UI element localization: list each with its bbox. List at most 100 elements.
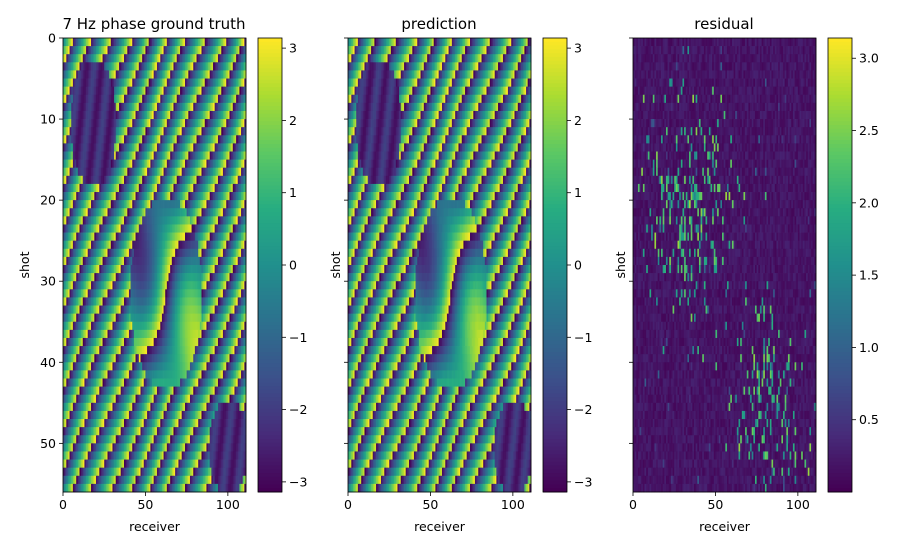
heatmap-cell [132, 127, 135, 136]
heatmap-cell [152, 86, 155, 96]
heatmap-cell [128, 167, 131, 177]
heatmap-cell [208, 119, 211, 128]
heatmap-cell [219, 54, 222, 63]
heatmap-cell [147, 94, 150, 104]
heatmap-cell [158, 183, 161, 193]
heatmap-cell [133, 54, 136, 63]
heatmap-cell [81, 159, 84, 169]
heatmap-cell [132, 200, 135, 209]
heatmap-cell [142, 38, 145, 47]
heatmap-cell [153, 70, 156, 79]
heatmap-cell [114, 78, 117, 87]
heatmap-cell [72, 224, 75, 233]
heatmap-cell [189, 159, 192, 169]
heatmap-cell [114, 135, 117, 144]
heatmap-cell [77, 159, 80, 169]
heatmap-cell [127, 110, 130, 120]
heatmap-cell [234, 38, 237, 47]
heatmap-cell [115, 110, 118, 120]
heatmap-cell [168, 192, 171, 201]
heatmap-cell [122, 143, 125, 152]
heatmap-cell [125, 224, 128, 233]
heatmap-cell [104, 94, 107, 104]
heatmap-cell [198, 127, 201, 136]
heatmap-cell [133, 216, 136, 225]
heatmap-cell [152, 143, 155, 152]
heatmap-cell [92, 192, 95, 201]
heatmap-cell [140, 159, 143, 169]
heatmap-cell [165, 224, 168, 233]
heatmap-cell [241, 151, 244, 160]
heatmap-cell [160, 151, 163, 160]
heatmap-cell [183, 183, 186, 193]
heatmap-cell [147, 167, 150, 177]
heatmap-cell [244, 208, 247, 217]
heatmap-cell [63, 110, 65, 120]
heatmap-cell [206, 200, 209, 209]
heatmap-cell [173, 167, 176, 177]
heatmap-cell [122, 110, 125, 120]
heatmap-cell [104, 151, 107, 160]
heatmap-cell [109, 167, 112, 177]
heatmap-cell [117, 216, 120, 225]
heatmap-cell [74, 94, 77, 104]
heatmap-cell [76, 119, 79, 128]
heatmap-cell [105, 151, 108, 160]
heatmap-cell [191, 151, 194, 160]
heatmap-cell [152, 216, 155, 225]
heatmap-cell [145, 102, 148, 112]
heatmap-cell [94, 127, 97, 136]
heatmap-cell [176, 86, 179, 96]
heatmap-cell [242, 86, 245, 96]
heatmap-cell [67, 208, 70, 217]
heatmap-cell [115, 94, 118, 104]
heatmap-cell [102, 216, 105, 225]
heatmap-cell [231, 127, 234, 136]
heatmap-cell [206, 78, 209, 87]
heatmap-cell [185, 86, 187, 96]
heatmap-cell [122, 167, 125, 177]
heatmap-cell [153, 127, 156, 136]
heatmap-cell [77, 216, 80, 225]
heatmap-cell [188, 135, 191, 144]
heatmap-cell [94, 183, 97, 193]
heatmap-cell [66, 175, 69, 185]
heatmap-cell [82, 183, 85, 193]
heatmap-cell [165, 110, 168, 120]
heatmap-cell [147, 46, 150, 55]
heatmap-cell [102, 183, 105, 193]
heatmap-cell [102, 110, 105, 120]
heatmap-cell [99, 78, 102, 87]
heatmap-cell [237, 143, 240, 152]
heatmap-cell [112, 54, 115, 63]
heatmap-cell [176, 183, 179, 193]
heatmap-cell [138, 46, 141, 55]
heatmap-cell [178, 175, 181, 185]
heatmap-cell [107, 62, 110, 71]
heatmap-cell [183, 224, 186, 233]
heatmap-cell [71, 216, 74, 225]
heatmap-cell [94, 54, 97, 63]
heatmap-cell [236, 54, 239, 63]
heatmap-cell [150, 119, 153, 128]
heatmap-cell [82, 46, 85, 55]
heatmap-cell [237, 94, 240, 104]
heatmap-cell [217, 94, 220, 104]
heatmap-cell [74, 183, 77, 193]
heatmap-cell [82, 78, 85, 87]
heatmap-cell [114, 70, 117, 79]
heatmap-cell [176, 135, 179, 144]
heatmap-cell [109, 102, 112, 112]
heatmap-cell [105, 62, 108, 71]
heatmap-cell [155, 167, 158, 177]
heatmap-cell [206, 70, 209, 79]
heatmap-cell [104, 135, 107, 144]
heatmap-cell [64, 159, 67, 169]
heatmap-cell [158, 192, 161, 201]
heatmap-cell [208, 94, 211, 104]
heatmap-cell [130, 110, 133, 120]
heatmap-cell [100, 151, 103, 160]
heatmap-cell [107, 175, 110, 185]
heatmap-cell [77, 54, 80, 63]
heatmap-cell [194, 167, 197, 177]
